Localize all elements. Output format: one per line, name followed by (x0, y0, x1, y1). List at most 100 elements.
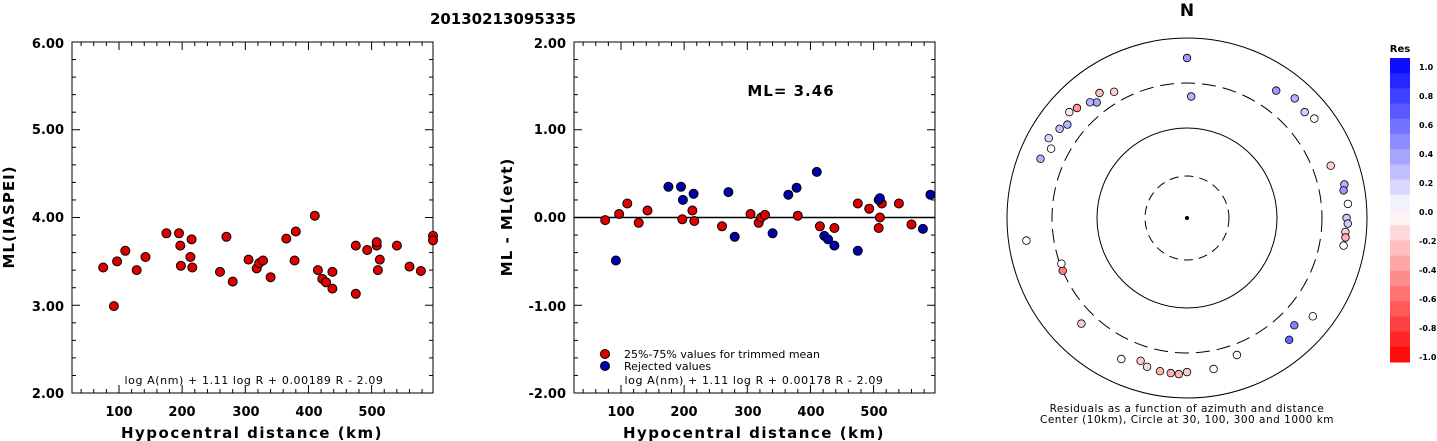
colorbar-segment (1390, 179, 1410, 196)
station-residual-point (1044, 133, 1053, 143)
colorbar-tick-labels: 1.0 0.8 0.6 0.4 0.2 0.0 -0.2 -0.4 -0.6 -0.8 -1.0 (1419, 63, 1437, 362)
used-residual-point (633, 217, 644, 228)
station-ml-point (186, 234, 197, 245)
station-residual-point (1310, 114, 1319, 123)
colorbar-segment (1390, 88, 1410, 105)
used-residual-point (687, 205, 698, 216)
used-residual-point (614, 209, 625, 219)
formula-text: log A(nm) + 1.11 log R + 0.00189 R - 2.0… (124, 374, 383, 387)
used-residual-point (852, 198, 863, 209)
colorbar-tick-label: 1.0 (1419, 63, 1434, 72)
station-ml-point (131, 265, 142, 276)
station-ml-point (327, 283, 338, 294)
legend-marker-used (600, 349, 610, 359)
legend-marker-rejected (600, 361, 610, 371)
colorbar-segment (1390, 103, 1410, 120)
rejected-residual-point (676, 181, 686, 192)
rejected-residual-point (791, 182, 802, 193)
used-residual-point (814, 221, 825, 232)
colorbar-tick-label: -0.6 (1419, 295, 1437, 304)
y-tick-label: 1.00 (534, 123, 566, 138)
station-ml-point (175, 240, 186, 251)
y-tick-label: 0.00 (534, 211, 566, 226)
colorbar-segment (1390, 225, 1410, 241)
used-residual-point (717, 221, 727, 232)
tick-marks (72, 41, 433, 394)
ml-annotation: ML= 3.46 (747, 82, 834, 100)
rejected-residual-point (917, 223, 928, 234)
station-ml-point (215, 266, 225, 277)
y-tick-label: 2.00 (32, 387, 64, 402)
y-tick-label: 3.00 (32, 300, 64, 315)
station-residual-point (1339, 241, 1348, 250)
station-ml-point (362, 245, 373, 255)
station-residual-point (1232, 350, 1242, 360)
station-residual-point (1022, 236, 1031, 245)
colorbar-segment (1390, 58, 1410, 74)
station-ml-point (112, 256, 123, 267)
station-residual-point (1300, 107, 1309, 117)
used-residual-point (600, 215, 611, 226)
station-ml-point (309, 210, 320, 221)
colorbar-segment (1390, 118, 1410, 135)
rejected-residual-point (677, 194, 688, 205)
station-ml-point (289, 255, 300, 266)
x-tick-label: 100 (105, 405, 132, 420)
station-residual-point (1166, 368, 1175, 378)
colorbar-tick-label: 0.6 (1419, 121, 1434, 130)
station-residual-point (1290, 94, 1299, 103)
station-ml-point (391, 240, 402, 251)
station-ml-point (265, 272, 276, 283)
colorbar-segment (1390, 73, 1410, 89)
station-residual-point (1182, 367, 1192, 377)
data-points (98, 210, 438, 312)
used-residual-point (906, 219, 917, 230)
polar-caption-line2: Center (10km), Circle at 30, 100, 300 an… (1040, 414, 1334, 426)
station-ml-point (243, 254, 254, 265)
x-tick-label: 100 (607, 405, 634, 420)
used-residual-point (760, 209, 770, 220)
station-residual-point (1186, 92, 1196, 101)
used-residual-point (792, 210, 803, 221)
station-residual-point (1072, 103, 1082, 113)
used-residual-point (874, 212, 885, 223)
y-tick-label: -2.00 (529, 387, 566, 402)
range-circle-1000km (1006, 37, 1368, 399)
y-axis-label: ML(IASPEI) (0, 165, 18, 268)
station-ml-point (371, 237, 382, 248)
y-tick-label: -1.00 (529, 300, 566, 315)
station-ml-point (374, 254, 385, 265)
legend-label-rejected: Rejected values (624, 360, 711, 373)
colorbar-segment (1390, 301, 1410, 317)
station-residual-point (1290, 321, 1299, 330)
station-ml-point (174, 228, 184, 239)
station-residual-point (1174, 369, 1183, 379)
station-ml-point (404, 261, 415, 272)
x-tick-label: 500 (860, 405, 887, 420)
legend-label-used: 25%-75% values for trimmed mean (624, 348, 820, 361)
station-ml-point (140, 252, 151, 262)
station-residual-point (1095, 88, 1104, 98)
station-ml-point (350, 240, 361, 251)
x-tick-label: 400 (295, 405, 322, 420)
event-id-title: 20130213095335 (430, 10, 576, 28)
rejected-residual-point (723, 187, 734, 198)
range-circle-300km (1051, 82, 1323, 354)
station-residual-point (1308, 312, 1317, 321)
used-residual-point (873, 223, 884, 233)
station-ml-point (321, 277, 332, 288)
data-points (600, 166, 936, 266)
station-ml-point (428, 235, 438, 246)
rejected-residual-point (823, 234, 834, 245)
station-ml-point (98, 262, 109, 273)
colorbar-segment (1390, 316, 1410, 333)
rejected-residual-point (874, 193, 885, 204)
station-residual-point (1142, 362, 1152, 371)
colorbar-tick-label: 0.8 (1419, 92, 1434, 101)
station-ml-point (415, 266, 426, 276)
x-tick-label: 200 (670, 405, 697, 420)
epicenter-marker (1185, 216, 1189, 220)
station-ml-point (290, 226, 301, 237)
rejected-residual-point (829, 240, 840, 251)
